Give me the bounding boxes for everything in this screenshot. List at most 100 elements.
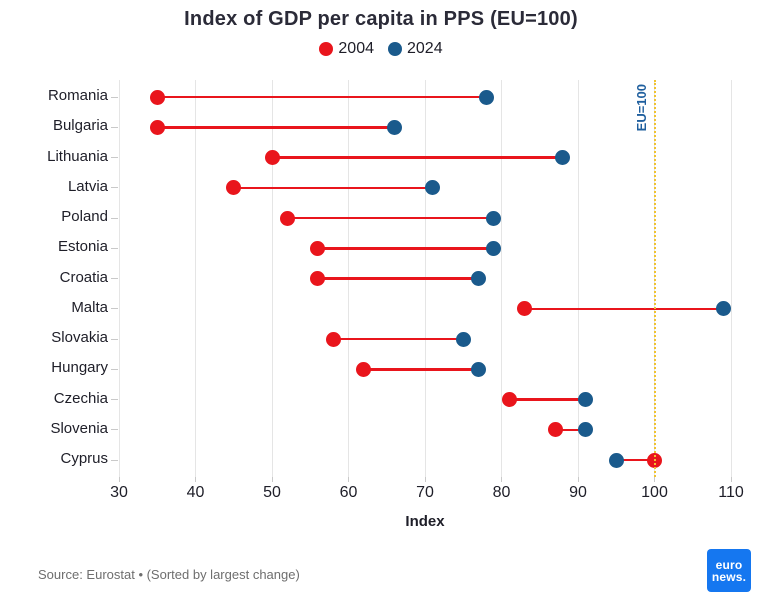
category-label: Romania	[47, 87, 108, 104]
x-tick-label: 60	[339, 484, 358, 501]
x-tick-label: 50	[263, 484, 281, 501]
connector-line	[509, 398, 586, 401]
dot-2004[interactable]	[356, 361, 372, 377]
dot-2004[interactable]	[310, 271, 326, 286]
legend: 2004 2024	[0, 40, 762, 58]
x-tick-mark	[730, 477, 732, 482]
euronews-logo[interactable]: euro news.	[707, 549, 751, 592]
y-tick-mark	[111, 126, 118, 128]
y-tick-mark	[111, 96, 118, 98]
connector-line	[524, 307, 724, 310]
connector-line	[233, 186, 433, 189]
y-tick-mark	[111, 157, 118, 158]
dot-2004[interactable]	[501, 392, 517, 407]
x-tick-mark	[654, 477, 655, 482]
category-label: Slovenia	[50, 419, 108, 437]
category-label: Poland	[61, 208, 108, 225]
gridline	[577, 80, 579, 477]
dot-2004[interactable]	[226, 180, 242, 196]
dot-2024[interactable]	[555, 150, 571, 165]
connector-line	[157, 95, 487, 99]
gridline	[118, 80, 120, 477]
x-tick-mark	[348, 477, 349, 482]
gridline	[730, 80, 732, 477]
dot-2024[interactable]	[578, 392, 594, 407]
dot-2024[interactable]	[578, 422, 594, 438]
y-tick-mark	[111, 399, 118, 400]
category-label: Hungary	[51, 359, 108, 377]
x-tick-label: 110	[718, 484, 744, 501]
x-tick-label: 70	[416, 484, 434, 501]
reference-line	[653, 80, 656, 477]
dot-2004[interactable]	[516, 301, 532, 317]
dot-2004[interactable]	[547, 422, 563, 438]
legend-item-2024[interactable]: 2024	[388, 40, 443, 58]
category-label: Bulgaria	[52, 117, 108, 135]
category-label: Latvia	[67, 177, 108, 195]
connector-line	[616, 458, 655, 462]
dot-2004[interactable]	[310, 240, 326, 256]
dot-2024[interactable]	[386, 119, 402, 135]
dot-2024[interactable]	[486, 210, 502, 226]
dot-2004[interactable]	[264, 150, 280, 165]
dot-2024[interactable]	[715, 301, 731, 317]
category-label: Czechia	[53, 389, 108, 407]
dot-2024[interactable]	[486, 240, 502, 256]
chart-title: Index of GDP per capita in PPS (EU=100)	[184, 8, 578, 30]
legend-dot-2024-icon	[388, 42, 402, 56]
dot-2024[interactable]	[471, 271, 487, 286]
y-tick-mark	[111, 247, 118, 249]
connector-line	[333, 337, 464, 341]
euronews-logo-line2: news.	[711, 569, 747, 584]
connector-line	[363, 368, 479, 371]
dot-2024[interactable]	[425, 180, 441, 196]
x-tick-mark	[424, 477, 426, 482]
dot-2024[interactable]	[608, 452, 624, 468]
x-tick-label: 90	[569, 484, 587, 501]
dot-2004[interactable]	[149, 119, 165, 135]
x-tick-label: 30	[110, 484, 128, 501]
legend-dot-2004-icon	[319, 42, 334, 56]
source-note: Source: Eurostat • (Sorted by largest ch…	[38, 567, 300, 582]
connector-line	[272, 156, 563, 159]
x-tick-label: 100	[641, 484, 668, 501]
x-tick-mark	[118, 477, 120, 482]
y-tick-mark	[111, 338, 118, 340]
dot-2024[interactable]	[455, 331, 471, 347]
dot-2024[interactable]	[471, 361, 487, 377]
dot-2004[interactable]	[149, 89, 165, 105]
dot-2004[interactable]	[325, 331, 341, 347]
gridline	[501, 80, 502, 477]
x-tick-mark	[501, 477, 502, 482]
dot-2004[interactable]	[279, 210, 295, 226]
connector-line	[287, 216, 494, 220]
y-tick-mark	[111, 368, 118, 370]
dot-2024[interactable]	[478, 89, 494, 105]
category-label: Lithuania	[47, 147, 108, 165]
category-label: Slovakia	[51, 329, 108, 346]
reference-line-label: EU=100	[633, 84, 649, 132]
x-tick-mark	[271, 477, 273, 482]
y-tick-mark	[111, 429, 118, 431]
gridline	[271, 80, 273, 477]
x-tick-mark	[577, 477, 579, 482]
connector-line	[555, 428, 586, 431]
euronews-logo-line1: euro	[715, 557, 743, 572]
gridline	[195, 80, 196, 477]
y-tick-mark	[111, 217, 118, 219]
x-tick-label: 80	[492, 484, 511, 501]
connector-line	[157, 126, 395, 129]
legend-item-2004[interactable]: 2004	[319, 40, 374, 58]
y-tick-mark	[111, 308, 118, 310]
category-label: Malta	[71, 298, 108, 316]
category-label: Croatia	[59, 268, 108, 286]
connector-line	[317, 277, 479, 280]
legend-label-2004: 2004	[338, 40, 374, 57]
y-tick-mark	[111, 278, 118, 279]
connector-line	[317, 247, 494, 250]
x-tick-label: 40	[186, 484, 205, 501]
y-tick-mark	[111, 459, 118, 461]
x-tick-mark	[195, 477, 196, 482]
